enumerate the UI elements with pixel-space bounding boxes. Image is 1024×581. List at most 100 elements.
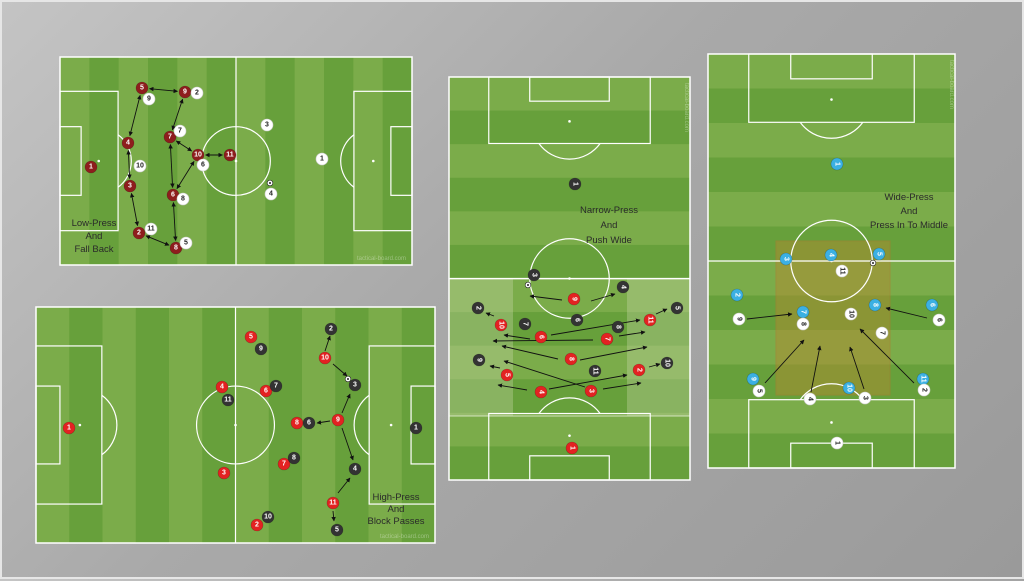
player-number: 1: [572, 182, 579, 186]
player-number: 3: [862, 396, 869, 400]
player-number: 8: [872, 303, 879, 307]
player-number: 2: [137, 230, 141, 237]
player-black-7: 7: [269, 379, 283, 393]
caption-line: And: [901, 206, 918, 217]
double-arrow: [126, 150, 132, 179]
player-number: 5: [876, 252, 883, 256]
penalty-spot: [371, 159, 375, 163]
player-number: 1: [320, 156, 324, 163]
double-arrow: [149, 86, 178, 94]
double-arrow: [168, 144, 175, 188]
player-token: [564, 352, 578, 366]
penalty-arc: [799, 121, 864, 139]
player-white-7: 7: [875, 326, 889, 340]
arrow: [548, 373, 628, 390]
player-red-9: 9: [567, 292, 581, 306]
player-token: [632, 363, 646, 377]
player-number: 4: [126, 140, 130, 147]
player-red-8: 8: [290, 416, 304, 430]
goal-area: [390, 126, 413, 196]
movement-arrows: [316, 335, 354, 522]
player-black-2: 2: [324, 322, 338, 336]
grass-stripe: [135, 307, 170, 543]
player-black-1: 1: [568, 177, 582, 191]
player-token: [133, 159, 147, 173]
player-number: 9: [476, 358, 483, 362]
double-arrow: [176, 160, 195, 190]
player-number: 4: [828, 253, 835, 257]
grass-stripe: [382, 57, 413, 265]
pitch-narrow-press: 9 10 6 7 11 8 5 4 3 2 1 3 4 2 7 6 8 5 9 11 10 1 Narrow-Press An…: [448, 76, 691, 481]
player-token: [163, 130, 177, 144]
player-token: [190, 86, 204, 100]
player-token: [611, 320, 625, 334]
player-red-6: 6: [259, 384, 273, 398]
player-dark_red-1: 1: [84, 160, 98, 174]
grass-stripe: [449, 144, 690, 179]
player-token: [250, 518, 264, 532]
penalty-arc: [538, 143, 601, 160]
player-number: 4: [353, 466, 357, 473]
player-dark_red-8: 8: [169, 241, 183, 255]
player-number: 2: [734, 293, 741, 297]
grass-stripe: [202, 307, 236, 543]
player-white-8: 8: [176, 192, 190, 206]
player-red-7: 7: [600, 332, 614, 346]
player-number: 10: [264, 514, 272, 521]
player-token: [196, 158, 210, 172]
player-white-5: 5: [179, 236, 193, 250]
player-blue-2: 2: [730, 288, 744, 302]
player-token: [259, 384, 273, 398]
penalty-spot: [830, 98, 833, 101]
player-number: 10: [848, 310, 855, 318]
player-token: [584, 384, 598, 398]
player-number: 7: [522, 322, 529, 326]
player-number: 2: [195, 90, 199, 97]
player-red-2: 2: [250, 518, 264, 532]
player-token: [121, 136, 135, 150]
arrow: [579, 345, 648, 361]
player-token: [264, 187, 278, 201]
penalty-spot: [830, 421, 833, 424]
player-token: [326, 496, 340, 510]
player-blue-6: 6: [925, 298, 939, 312]
player-number: 5: [140, 85, 144, 92]
player-white-1: 1: [315, 152, 329, 166]
player-token: [917, 383, 931, 397]
goal-area: [790, 53, 873, 80]
player-black-1: 1: [409, 421, 423, 435]
grass-stripe: [324, 57, 354, 265]
arrow: [810, 345, 822, 393]
player-number: 3: [531, 273, 538, 277]
player-blue-5: 5: [872, 247, 886, 261]
arrow: [550, 318, 641, 336]
arrow: [497, 383, 528, 391]
movement-arrows: [126, 86, 223, 246]
player-number: 6: [929, 303, 936, 307]
player-number: 11: [592, 367, 599, 375]
player-blue-4: 4: [824, 248, 838, 262]
grass-stripe: [708, 399, 955, 434]
ball-icon: [869, 259, 877, 267]
arrow: [489, 364, 501, 370]
player-token: [260, 118, 274, 132]
player-number: 7: [168, 134, 172, 141]
player-token: [215, 380, 229, 394]
caption-line: Block Passes: [367, 516, 424, 527]
player-white-6: 6: [932, 313, 946, 327]
arrow: [324, 335, 331, 352]
player-dark_red-4: 4: [121, 136, 135, 150]
player-red-3: 3: [584, 384, 598, 398]
penalty-spot: [78, 423, 82, 427]
player-number: 1: [67, 425, 71, 432]
player-token: [269, 379, 283, 393]
goal-area: [529, 455, 610, 481]
grass-stripe: [708, 88, 955, 124]
player-number: 1: [834, 441, 841, 445]
player-number: 7: [282, 461, 286, 468]
player-white-3: 3: [260, 118, 274, 132]
player-black-4: 4: [348, 462, 362, 476]
